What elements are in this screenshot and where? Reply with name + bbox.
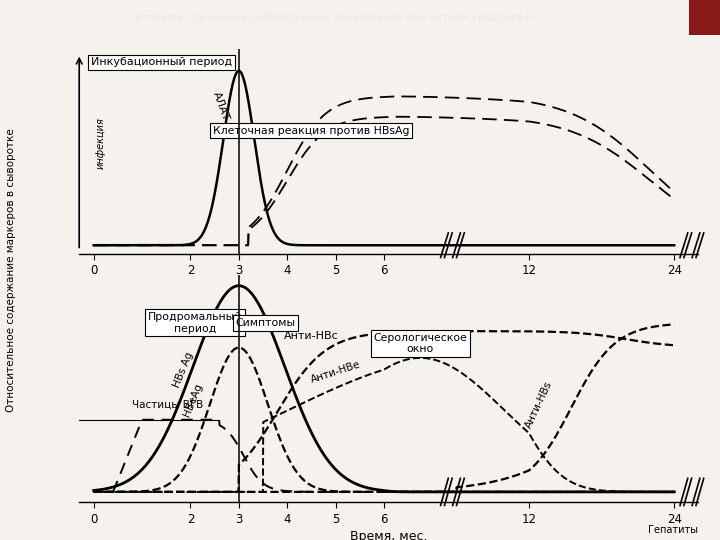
Text: Гепатиты   Динамика лабораторных показателей при остром гепатите В: Гепатиты Динамика лабораторных показател… [129, 12, 534, 23]
Text: HBs Ag: HBs Ag [171, 350, 195, 389]
Text: Относительное содержание маркеров в сыворотке: Относительное содержание маркеров в сыво… [6, 128, 16, 412]
Text: Серологическое
окно: Серологическое окно [373, 333, 467, 354]
Text: Анти-НВs: Анти-НВs [523, 380, 554, 430]
X-axis label: Время, мес.: Время, мес. [350, 530, 428, 540]
Text: HBeАg: HBeАg [181, 381, 204, 417]
Text: Анти-НВе: Анти-НВе [310, 359, 362, 384]
Text: Гепатиты: Гепатиты [649, 524, 698, 535]
Text: Инкубационный период: Инкубационный период [91, 57, 232, 68]
Text: инфекция: инфекция [96, 117, 106, 168]
Text: Симптомы: Симптомы [235, 318, 295, 328]
Bar [689, 0, 720, 35]
Text: Клеточная реакция против HBsAg: Клеточная реакция против HBsAg [213, 126, 410, 136]
Text: Анти-НВс: Анти-НВс [284, 332, 339, 341]
Text: Продромальный
период: Продромальный период [148, 312, 243, 334]
Text: Частицы ВГВ: Частицы ВГВ [132, 400, 204, 409]
Text: АЛАТ: АЛАТ [210, 90, 230, 122]
